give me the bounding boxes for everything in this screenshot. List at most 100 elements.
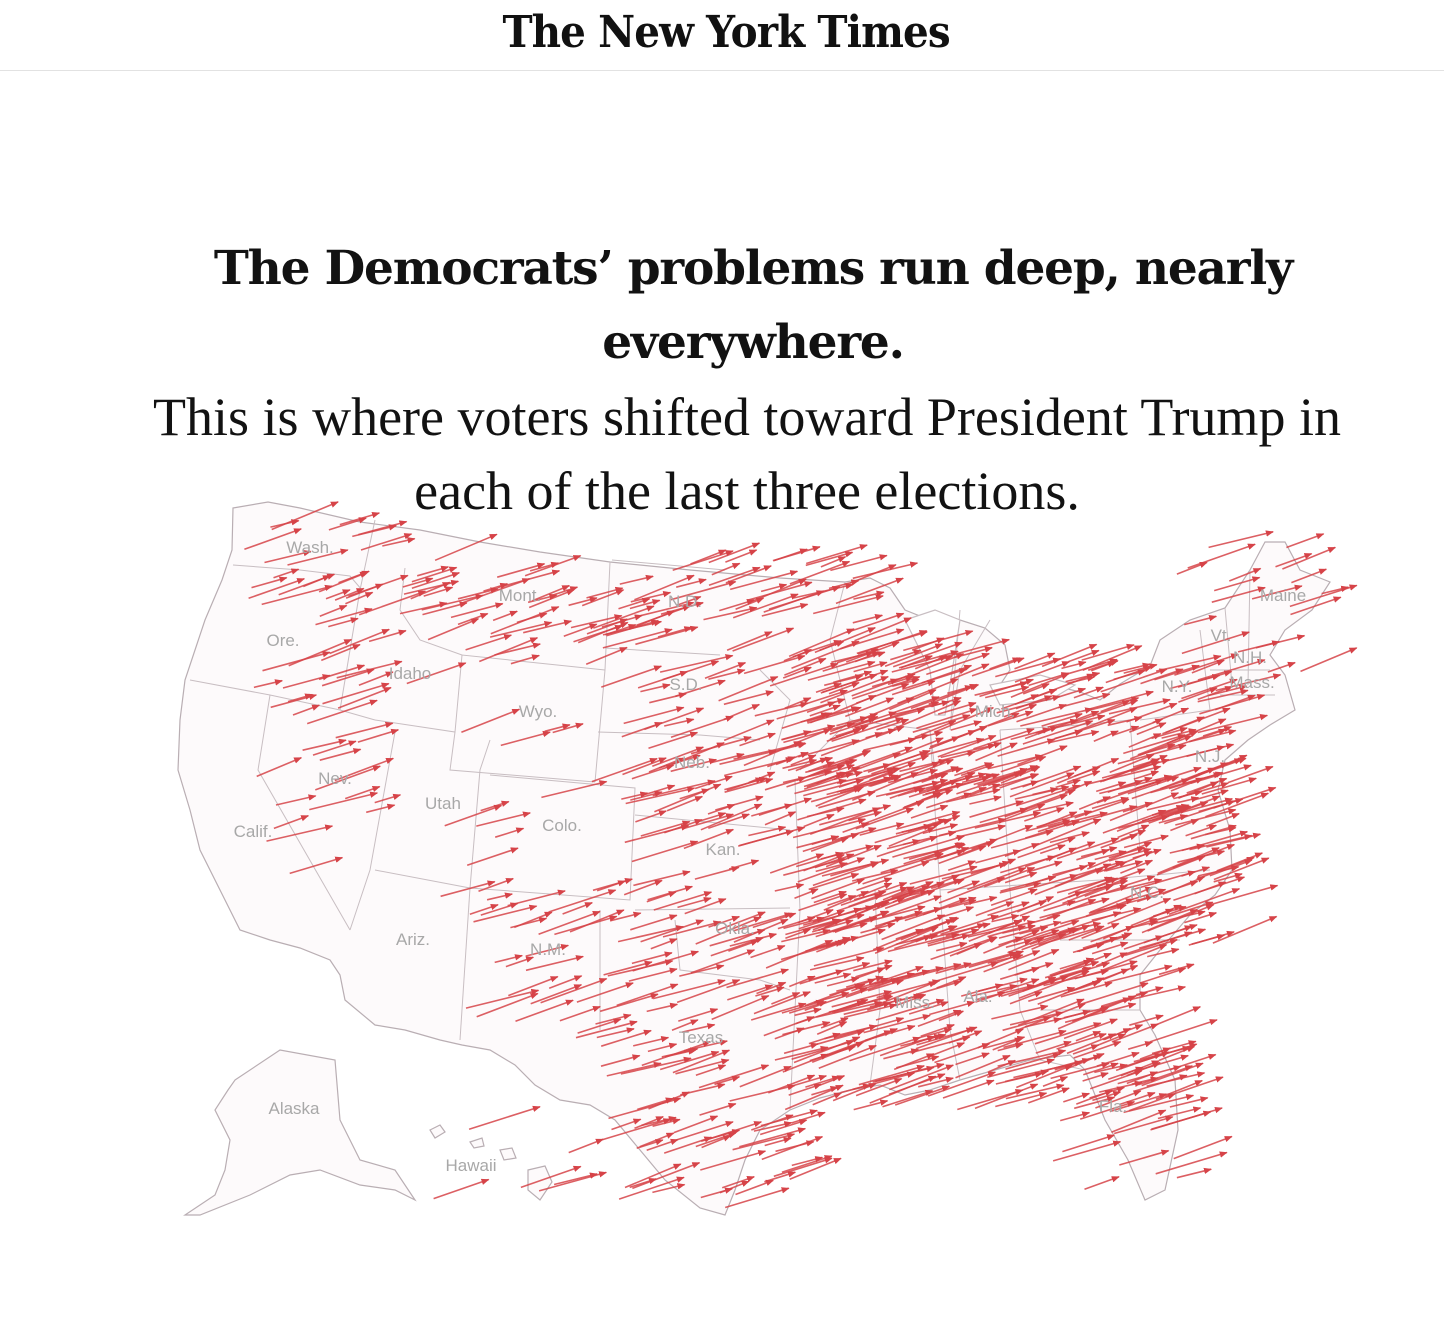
shift-arrow [1076, 706, 1138, 733]
shift-arrow [1139, 743, 1176, 756]
shift-arrow [637, 670, 689, 689]
shift-arrow [466, 847, 519, 867]
shift-arrow [1026, 860, 1063, 873]
shift-arrow [813, 890, 847, 904]
shift-arrow [1131, 778, 1190, 800]
shift-arrow [958, 840, 995, 857]
shift-arrow [781, 712, 830, 730]
shift-arrow [793, 1036, 861, 1064]
shift-arrow [803, 813, 835, 828]
shift-arrow [607, 959, 674, 977]
shift-arrow [581, 589, 625, 607]
shift-arrow [782, 666, 812, 679]
shift-arrow [782, 1021, 831, 1036]
shift-arrow [492, 610, 518, 622]
shift-arrow [1141, 807, 1189, 822]
shift-arrow [1096, 868, 1146, 888]
state-label: S.D. [669, 675, 702, 694]
shift-arrow [1124, 875, 1156, 887]
shift-arrow [463, 578, 531, 604]
hawaii-outline [429, 1124, 553, 1201]
masthead: The New York Times [0, 0, 1444, 71]
shift-arrow [785, 928, 811, 940]
shift-arrow [794, 888, 819, 899]
shift-arrow [983, 950, 1041, 973]
nyt-logo[interactable]: The New York Times [502, 6, 950, 58]
shift-arrow [1205, 884, 1279, 907]
shift-arrow [704, 661, 747, 680]
shift-arrow [811, 919, 854, 933]
shift-arrow [631, 764, 675, 780]
shift-arrow [831, 717, 904, 743]
shift-arrow [1039, 844, 1066, 855]
shift-arrow [840, 882, 908, 906]
shift-arrow [894, 737, 944, 758]
shift-arrow [1300, 647, 1358, 673]
shift-arrow [621, 721, 663, 738]
shift-arrow [601, 1118, 672, 1141]
shift-arrow [606, 1061, 662, 1077]
shift-arrow [1174, 653, 1239, 676]
shift-arrow [954, 762, 993, 777]
shift-arrow [1162, 795, 1221, 819]
shift-arrow [853, 590, 885, 600]
shift-arrow [457, 612, 489, 626]
shift-arrow [690, 549, 727, 565]
shift-arrow [987, 1058, 1055, 1078]
shift-arrow [695, 812, 727, 823]
shift-arrow [660, 601, 704, 615]
shift-arrow [673, 1115, 719, 1134]
shift-arrow [812, 862, 880, 887]
shift-arrow [891, 696, 940, 715]
shift-arrow [672, 550, 734, 571]
shift-arrow [1003, 703, 1038, 718]
shift-arrow [695, 916, 762, 945]
shift-arrow [985, 685, 1030, 699]
shift-arrow [434, 533, 498, 562]
shift-arrow [344, 785, 381, 800]
shift-arrow [1056, 837, 1120, 860]
shift-arrow [997, 738, 1056, 757]
shift-arrow [1024, 807, 1065, 822]
shift-arrow [319, 604, 348, 617]
shift-arrow [876, 835, 938, 858]
shift-arrow [672, 1049, 731, 1074]
shift-arrow [903, 629, 974, 652]
shift-arrow [934, 846, 970, 861]
shift-arrow [971, 824, 1034, 850]
shift-arrow [726, 631, 773, 651]
shift-arrow [357, 728, 400, 743]
shift-arrow [657, 626, 693, 638]
shift-arrow [879, 1035, 936, 1057]
shift-arrow [1170, 818, 1200, 832]
shift-arrow [1118, 814, 1170, 829]
shift-arrow [1131, 870, 1197, 891]
shift-arrow [1107, 715, 1143, 727]
shift-arrow [620, 1056, 692, 1075]
shift-arrow [494, 827, 525, 838]
shift-arrow [635, 601, 695, 618]
shift-arrow [1197, 865, 1240, 877]
shift-arrow [603, 960, 653, 976]
shift-arrow [882, 886, 915, 901]
shift-arrow [764, 811, 797, 826]
shift-arrow [846, 612, 905, 634]
shift-arrow [884, 643, 944, 668]
shift-arrow [727, 984, 774, 1001]
shift-arrow [1095, 781, 1127, 793]
shift-arrow [1042, 1076, 1069, 1088]
shift-arrow [1213, 786, 1277, 809]
shift-arrow [515, 999, 574, 1022]
shift-arrow [1080, 982, 1149, 1006]
shift-map: Wash. Ore. Calif. Idaho Nev. Mont. Wyo. Utah Ari… [0, 470, 1444, 1250]
shift-arrow [792, 640, 842, 658]
shift-arrow [1074, 798, 1130, 819]
shift-arrow [865, 728, 897, 739]
shift-arrow [423, 586, 454, 597]
shift-arrow [538, 910, 601, 936]
shift-arrow [648, 731, 699, 750]
shift-arrow [524, 554, 582, 577]
shift-arrow [1137, 730, 1199, 756]
shift-arrow [971, 657, 1025, 677]
shift-arrow [701, 1134, 732, 1149]
